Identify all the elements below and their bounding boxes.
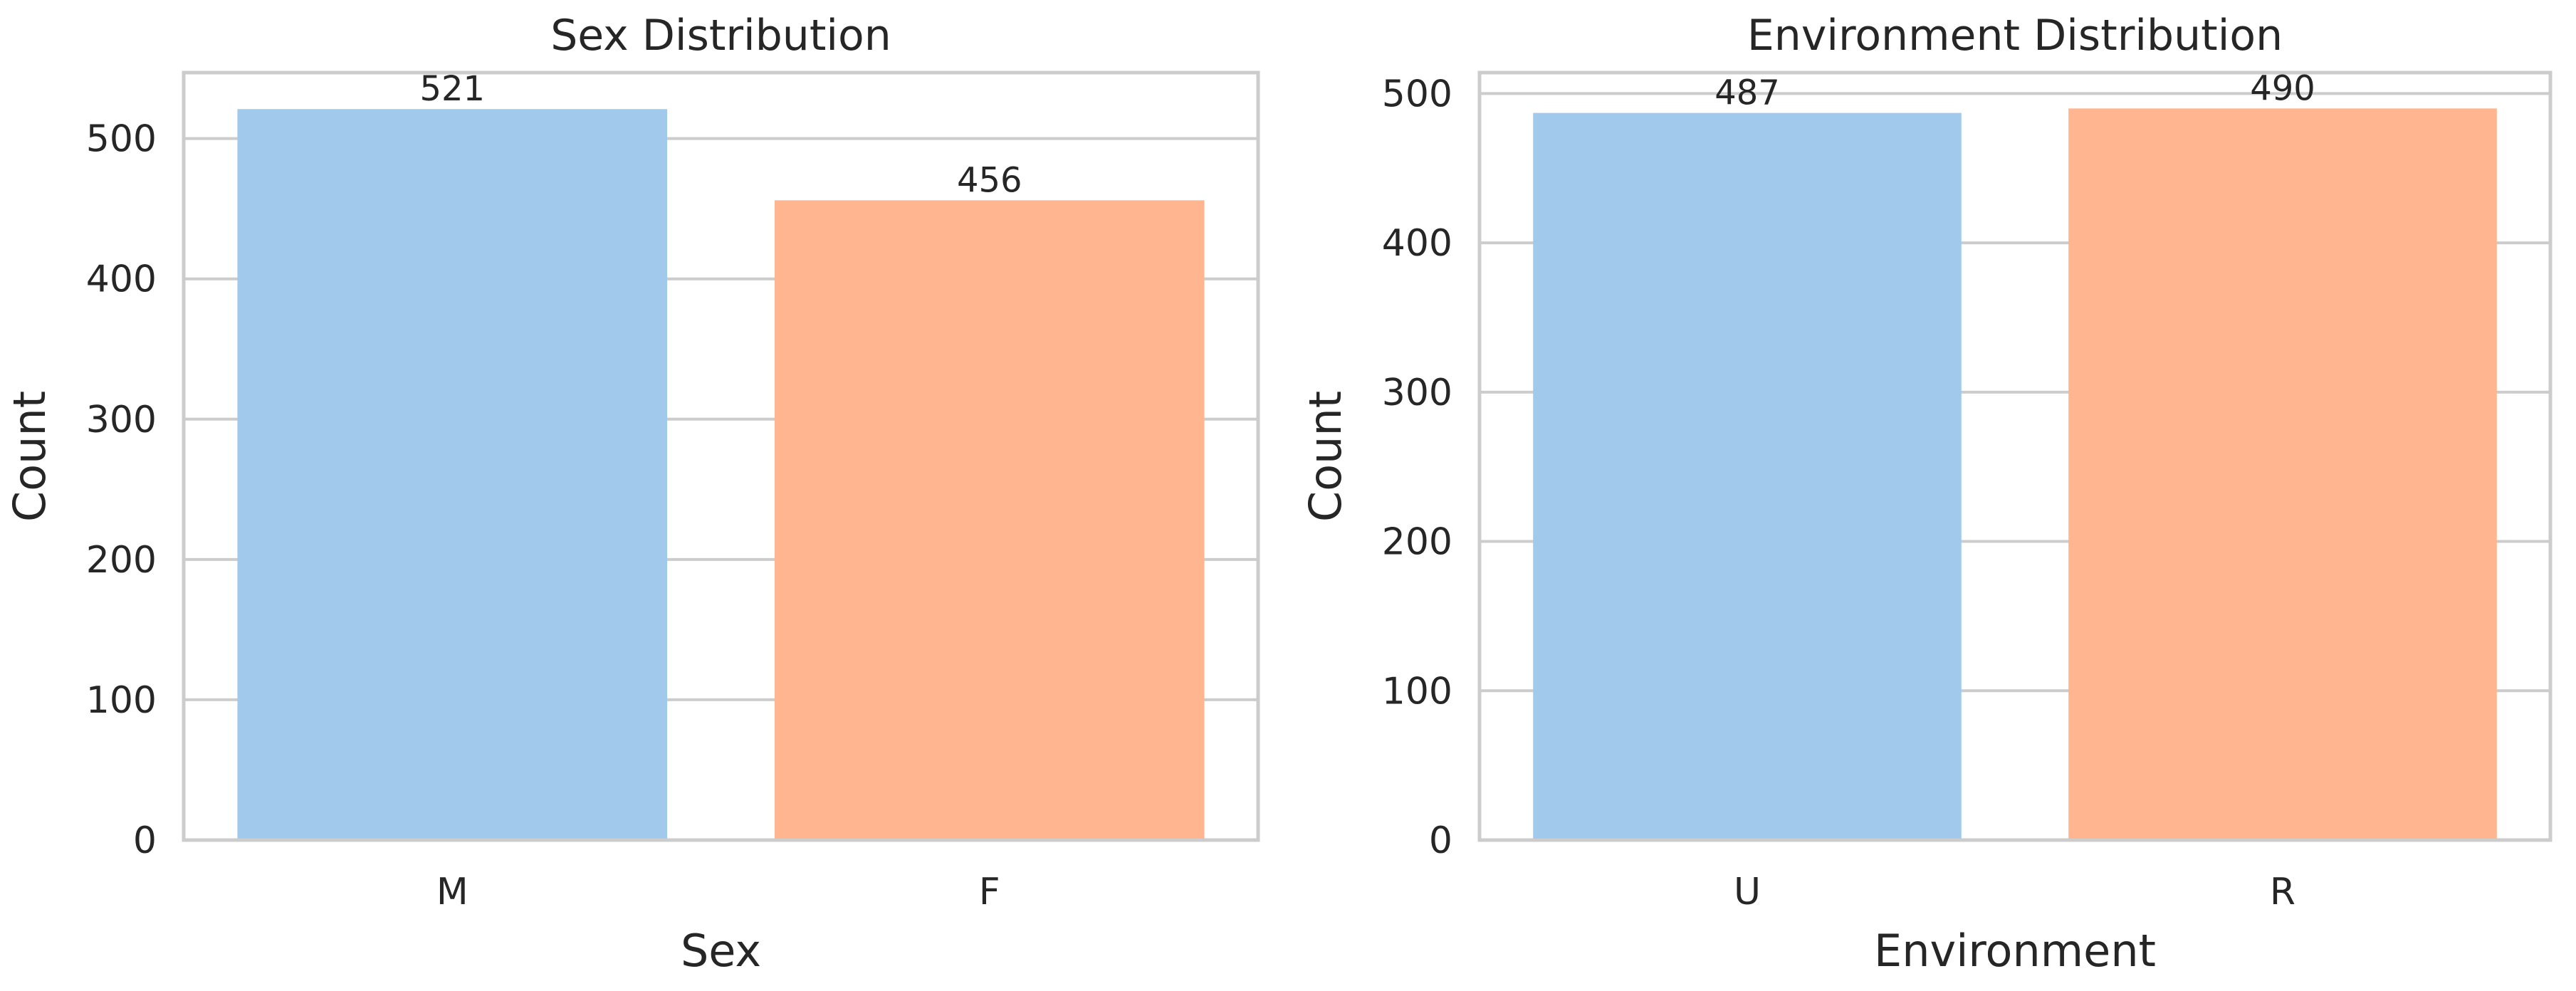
plot-frame <box>182 70 1260 842</box>
y-tick-label: 300 <box>86 399 157 441</box>
x-tick-label: R <box>2270 871 2295 913</box>
bars <box>237 109 1205 840</box>
y-tick-label: 100 <box>1382 670 1452 713</box>
y-axis-label: Count <box>1299 391 1351 522</box>
y-tick-labels: 0 100 200 300 400 500 <box>86 118 157 862</box>
y-tick-label: 500 <box>86 118 157 161</box>
data-label: 487 <box>1714 73 1780 113</box>
bar-f <box>774 200 1205 840</box>
data-labels: 487 490 <box>1714 68 2315 112</box>
bars <box>1533 108 2497 841</box>
y-tick-label: 300 <box>1382 372 1452 414</box>
x-axis-label: Sex <box>681 925 761 977</box>
data-label: 456 <box>957 160 1022 200</box>
plot-frame <box>1477 70 2553 842</box>
y-tick-label: 100 <box>86 679 157 722</box>
bar-r <box>2068 108 2497 841</box>
y-tick-label: 0 <box>133 819 157 862</box>
x-axis-label: Environment <box>1874 925 2156 977</box>
x-tick-label: M <box>436 871 468 913</box>
data-label: 521 <box>419 69 485 109</box>
y-tick-label: 200 <box>1382 521 1452 564</box>
y-tick-label: 400 <box>86 258 157 301</box>
y-tick-label: 500 <box>1382 73 1452 115</box>
environment-distribution-chart: Environment Distribution Environment Cou… <box>1299 11 2553 977</box>
sex-distribution-chart: Sex Distribution Sex Count 0 100 200 300 400… <box>4 11 1260 977</box>
y-axis-label: Count <box>4 391 56 522</box>
bar-u <box>1533 112 1962 840</box>
x-tick-label: U <box>1734 871 1761 913</box>
chart-title: Sex Distribution <box>550 11 891 61</box>
data-labels: 521 456 <box>419 69 1022 200</box>
y-tick-label: 0 <box>1429 819 1452 862</box>
y-tick-labels: 0 100 200 300 400 500 <box>1382 73 1452 862</box>
chart-title: Environment Distribution <box>1747 11 2283 61</box>
bar-m <box>237 109 668 840</box>
y-tick-label: 200 <box>86 539 157 582</box>
y-tick-label: 400 <box>1382 222 1452 265</box>
x-tick-label: F <box>979 871 1000 913</box>
data-label: 490 <box>2250 68 2315 108</box>
